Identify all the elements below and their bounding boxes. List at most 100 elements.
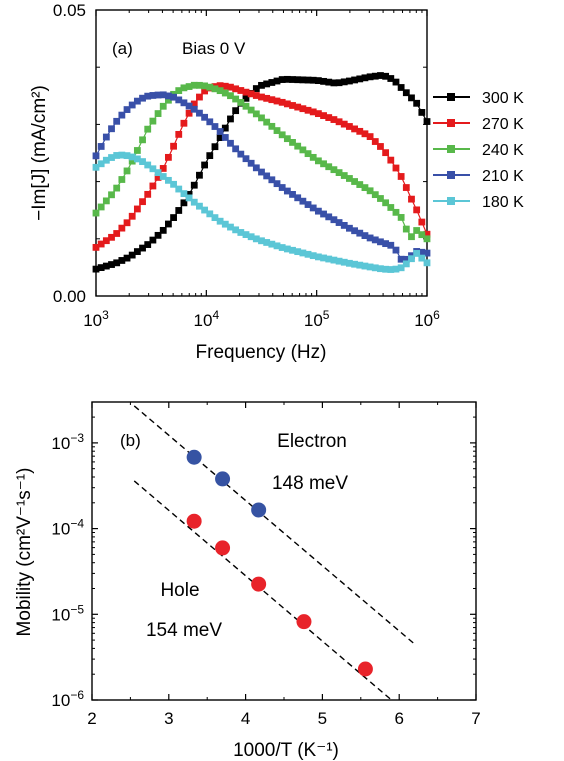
data-marker: [309, 204, 317, 212]
data-marker: [144, 161, 152, 169]
series-240k: [92, 81, 431, 243]
x-tick-label-b: 4: [241, 709, 250, 728]
data-marker: [392, 78, 400, 86]
data-marker: [201, 82, 209, 90]
data-marker: [175, 185, 183, 193]
data-marker: [232, 145, 240, 153]
data-marker: [340, 78, 348, 86]
data-marker: [314, 157, 322, 165]
data-marker: [387, 266, 395, 273]
data-marker: [92, 265, 100, 273]
data-marker: [294, 194, 302, 202]
data-marker: [320, 112, 327, 119]
data-marker: [139, 94, 146, 102]
data-marker: [392, 164, 400, 172]
data-marker: [304, 150, 312, 158]
data-marker: [387, 156, 395, 164]
data-marker: [408, 94, 415, 102]
data-marker: [242, 155, 250, 163]
series-210k: [92, 91, 431, 263]
data-marker: [180, 199, 188, 207]
data-marker: [139, 198, 146, 206]
panel-b-label: (b): [120, 431, 141, 450]
data-marker: [97, 240, 105, 248]
data-marker: [268, 240, 276, 248]
data-marker: [108, 154, 115, 161]
data-marker: [366, 263, 374, 271]
data-marker: [128, 251, 136, 259]
data-marker: [382, 72, 390, 80]
data-marker: [258, 81, 265, 89]
data-marker: [325, 213, 333, 221]
data-marker: [190, 105, 198, 113]
data-marker: [402, 89, 410, 97]
data-marker: [237, 99, 245, 106]
data-marker: [418, 218, 426, 226]
data-marker: [159, 102, 167, 110]
data-marker: [299, 197, 307, 205]
data-marker: [144, 241, 152, 248]
x-tick-label-a: 103: [83, 308, 109, 330]
data-marker: [252, 164, 260, 172]
data-marker: [314, 77, 322, 85]
data-marker: [247, 90, 255, 98]
data-marker: [304, 201, 312, 208]
x-tick-label-b: 5: [318, 709, 327, 728]
data-marker: [258, 93, 265, 101]
data-marker: [242, 88, 250, 96]
data-marker: [294, 248, 302, 256]
data-marker: [263, 80, 271, 88]
data-marker: [159, 173, 167, 180]
data-marker: [366, 234, 374, 242]
y-tick-label-b: 10−5: [51, 602, 84, 624]
data-marker: [402, 184, 410, 191]
data-marker: [330, 79, 338, 87]
data-marker: [377, 265, 384, 273]
data-marker: [196, 171, 203, 179]
data-marker: [397, 255, 405, 263]
data-marker: [423, 235, 431, 243]
data-marker: [97, 264, 105, 271]
data-marker: [361, 74, 369, 82]
data-marker: [263, 172, 271, 180]
data-marker: [216, 217, 224, 225]
data-marker: [258, 114, 265, 122]
data-marker: [185, 83, 193, 90]
data-marker: [351, 76, 358, 84]
data-marker: [268, 96, 276, 104]
data-marker: [175, 96, 183, 104]
data-marker: [154, 174, 162, 181]
data-marker: [123, 106, 131, 113]
data-marker: [346, 224, 353, 232]
data-marker: [154, 231, 162, 239]
legend-marker: [447, 93, 455, 101]
data-marker: [227, 83, 234, 91]
data-marker: [346, 175, 353, 182]
data-marker: [346, 123, 353, 130]
data-marker: [128, 101, 136, 109]
data-marker: [299, 76, 307, 84]
data-marker: [304, 250, 312, 258]
data-marker: [377, 72, 384, 79]
data-marker: [154, 110, 162, 117]
data-marker: [102, 156, 110, 164]
data-marker: [102, 133, 110, 141]
y-tick-label-bottom: 0.00: [53, 287, 86, 306]
data-marker: [97, 143, 105, 150]
data-marker: [335, 79, 343, 87]
data-marker: [185, 102, 193, 110]
data-marker: [247, 159, 255, 167]
data-marker: [340, 258, 348, 266]
data-marker: [361, 232, 369, 239]
legend-a: 300 K 270 K 240 K 210 K 180 K: [433, 90, 524, 211]
data-marker: [128, 157, 136, 165]
data-marker: [289, 102, 296, 109]
data-marker: [113, 184, 121, 192]
data-marker: [190, 198, 198, 206]
data-marker: [123, 219, 131, 227]
data-marker: [170, 180, 177, 188]
data-marker: [139, 158, 146, 165]
data-marker: [221, 134, 229, 141]
data-marker: [92, 243, 100, 251]
data-marker: [351, 227, 358, 235]
